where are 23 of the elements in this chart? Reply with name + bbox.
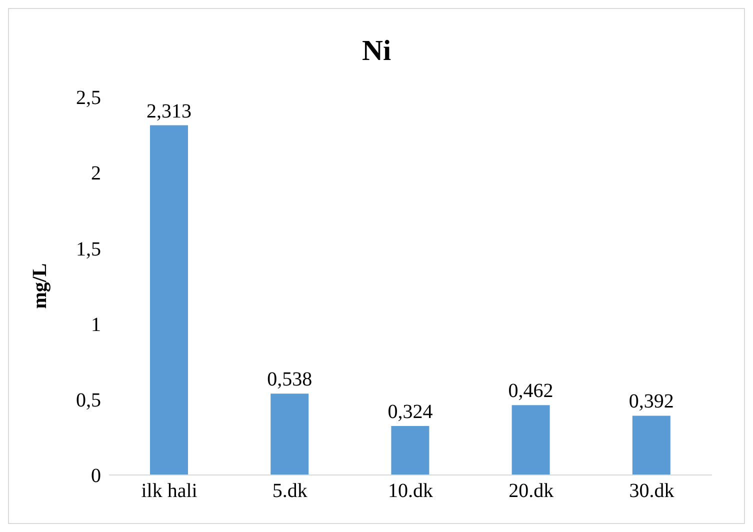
data-label: 0,324	[388, 401, 433, 424]
bar	[150, 125, 188, 475]
y-tick-label: 2	[91, 162, 101, 185]
data-label: 2,313	[146, 100, 192, 122]
x-tick-label: 20.dk	[508, 480, 554, 502]
y-axis-title: mg/L	[29, 263, 52, 309]
y-tick-label: 1,5	[76, 238, 101, 260]
chart-title: Ni	[361, 35, 392, 68]
bar	[391, 426, 430, 475]
x-tick-label: 5.dk	[272, 480, 308, 502]
bar	[512, 405, 550, 475]
bar	[632, 416, 670, 475]
y-tick-label: 2,5	[76, 87, 101, 110]
x-tick-label: 10.dk	[388, 480, 433, 502]
data-label: 0,462	[508, 380, 554, 402]
data-label: 0,538	[267, 368, 312, 391]
x-tick-label: 30.dk	[629, 480, 674, 502]
y-tick-label: 0,5	[76, 390, 101, 412]
y-tick-label: 0	[91, 465, 101, 488]
y-tick-label: 1	[91, 314, 101, 336]
data-label: 0,392	[628, 390, 674, 413]
x-tick-label: ilk hali	[141, 480, 198, 502]
bar	[270, 394, 309, 475]
